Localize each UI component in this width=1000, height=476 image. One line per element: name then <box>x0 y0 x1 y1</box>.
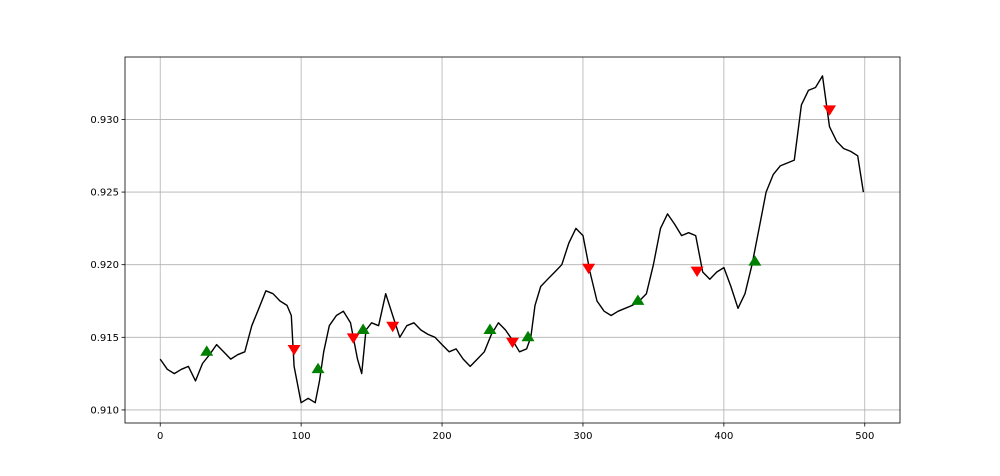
sell-signal-marker <box>690 266 704 277</box>
sell-signal-marker <box>287 345 301 356</box>
price-line <box>159 75 865 404</box>
y-tick-label: 0.925 <box>90 188 119 199</box>
x-tick-label: 300 <box>573 431 592 442</box>
y-tick-label: 0.930 <box>90 115 119 126</box>
plot-frame <box>124 56 901 424</box>
sell-signal-marker <box>582 263 596 275</box>
sell-signal-marker <box>823 105 837 116</box>
buy-signal-marker <box>311 362 325 374</box>
y-tick-label: 0.920 <box>90 260 119 271</box>
grid-lines <box>125 57 900 423</box>
x-tick-label: 100 <box>292 431 311 442</box>
buy-signal-marker <box>356 323 370 334</box>
signal-markers <box>200 105 837 374</box>
buy-signal-marker <box>748 255 762 266</box>
buy-signal-marker <box>483 323 497 334</box>
buy-signal-marker <box>200 345 214 356</box>
buy-signal-marker <box>631 294 645 305</box>
y-tick-label: 0.915 <box>90 333 119 344</box>
axes: 0 100 200 300 400 500 0.910 0.915 0.920 0.925 0.93… <box>90 115 874 442</box>
x-tick-label: 500 <box>855 431 874 442</box>
sell-signal-marker <box>506 337 519 349</box>
x-tick-label: 200 <box>432 431 451 442</box>
sell-signal-marker <box>346 333 360 344</box>
x-tick-label: 400 <box>714 431 733 442</box>
x-tick-label: 0 <box>157 431 163 442</box>
y-tick-label: 0.910 <box>90 405 119 416</box>
buy-signal-marker <box>521 330 535 342</box>
sell-signal-marker <box>386 321 400 333</box>
series-layer <box>159 75 865 404</box>
